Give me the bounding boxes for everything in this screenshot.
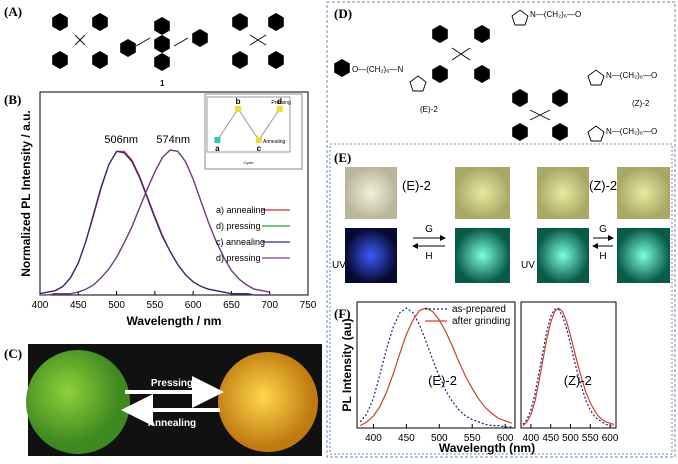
inset-plot [206, 96, 291, 153]
plot-frame [520, 301, 617, 429]
chain-label: N—(CH₂)₆—O [530, 10, 581, 19]
x-tick-label: 550 [147, 300, 164, 311]
point-label: d [277, 97, 282, 106]
series-line [359, 307, 512, 428]
panel-label: (B) [4, 92, 21, 107]
annotation: 574nm [156, 134, 190, 146]
inset-point [255, 137, 262, 144]
plot-frame [39, 91, 309, 296]
x-tick-label: 600 [602, 433, 619, 444]
x-tick-label: 550 [464, 433, 481, 444]
panel-label: (D) [334, 6, 352, 21]
x-tick-label: 450 [542, 433, 559, 444]
point-label: b [236, 97, 241, 106]
legend-label: after grinding [452, 316, 510, 327]
panel-frame [329, 143, 673, 455]
legend-label: as-prepared [452, 304, 506, 315]
arrow-label: Pressing [151, 378, 193, 389]
x-tick-label: 750 [300, 300, 317, 311]
y-axis-label: Normalized PL Intensity / a.u. [19, 110, 33, 276]
x-axis-label: Wavelength (nm) [439, 441, 535, 455]
structure-a: 1 [52, 13, 284, 88]
uv-label: UV [521, 260, 535, 271]
x-tick-label: 500 [431, 433, 448, 444]
series-line [40, 149, 270, 296]
inset-point [214, 137, 221, 144]
legend-label: a) annealing [216, 205, 266, 215]
x-tick-label: 400 [32, 300, 49, 311]
legend-label: d) pressing [216, 221, 261, 231]
legend-label: d) pressing [216, 253, 261, 263]
inset-point [276, 105, 283, 112]
isomer-label: (Z)-2 [589, 178, 617, 193]
x-axis-label: Wavelength / nm [127, 314, 222, 328]
legend-label: c) annealing [216, 237, 265, 247]
x-tick-label: 500 [108, 300, 125, 311]
x-tick-label: 600 [185, 300, 202, 311]
x-tick-label: 450 [70, 300, 87, 311]
plot-frame [356, 301, 516, 429]
x-tick-label: 500 [562, 433, 579, 444]
y-axis-label: PL Intensity (au) [340, 318, 354, 411]
arrow-label: Annealing [148, 418, 196, 429]
x-tick-label: 600 [497, 433, 514, 444]
series-line [39, 150, 270, 296]
x-tick-label: 650 [223, 300, 240, 311]
series-line [216, 107, 281, 142]
point-label: c [257, 144, 262, 153]
panel-curve-label: (Z)-2 [564, 373, 592, 388]
x-tick-label: 400 [365, 433, 382, 444]
series-line [360, 307, 512, 427]
panel-frame [326, 1, 676, 458]
annotation: Pressing [271, 100, 291, 106]
compound-label: 1 [160, 79, 165, 88]
x-tick-label: 700 [261, 300, 278, 311]
series-line [522, 307, 615, 427]
isomer-label: (Z)-2 [632, 99, 650, 108]
x-tick-label: 400 [523, 433, 540, 444]
annotation: Annealing [263, 139, 285, 145]
inset-x-label: Cycle [243, 160, 254, 165]
chain-label: O—(CH₂)₆—N [352, 65, 403, 74]
point-label: a [215, 144, 220, 153]
panel-label: (C) [4, 346, 22, 361]
process-label: H [599, 251, 606, 262]
process-label: G [599, 224, 607, 235]
structure-d: N—(CH₂)₆—O O—(CH₂)₆—N (E)-2 N—(CH₂)₆—O N… [334, 9, 657, 142]
uv-label: UV [332, 260, 346, 271]
isomer-label: (E)-2 [402, 178, 431, 193]
x-tick-label: 450 [398, 433, 415, 444]
process-label: H [425, 251, 432, 262]
photo-e: (E)-2 (Z)-2 G H G H UV UV [332, 167, 670, 283]
chain-label: N—(CH₂)₆—O [606, 71, 657, 80]
isomer-label: (E)-2 [420, 105, 438, 114]
inset-point [235, 105, 242, 112]
process-label: G [425, 224, 433, 235]
photo-c: Pressing Annealing [26, 344, 322, 456]
panel-label: (F) [334, 306, 351, 321]
series-line [522, 308, 614, 427]
x-tick-label: 550 [582, 433, 599, 444]
panel-curve-label: (E)-2 [428, 373, 457, 388]
panel-label: (A) [4, 4, 22, 19]
panel-label: (E) [334, 150, 351, 165]
annotation: 506nm [104, 134, 138, 146]
chain-label: N—(CH₂)₆—O [606, 127, 657, 136]
